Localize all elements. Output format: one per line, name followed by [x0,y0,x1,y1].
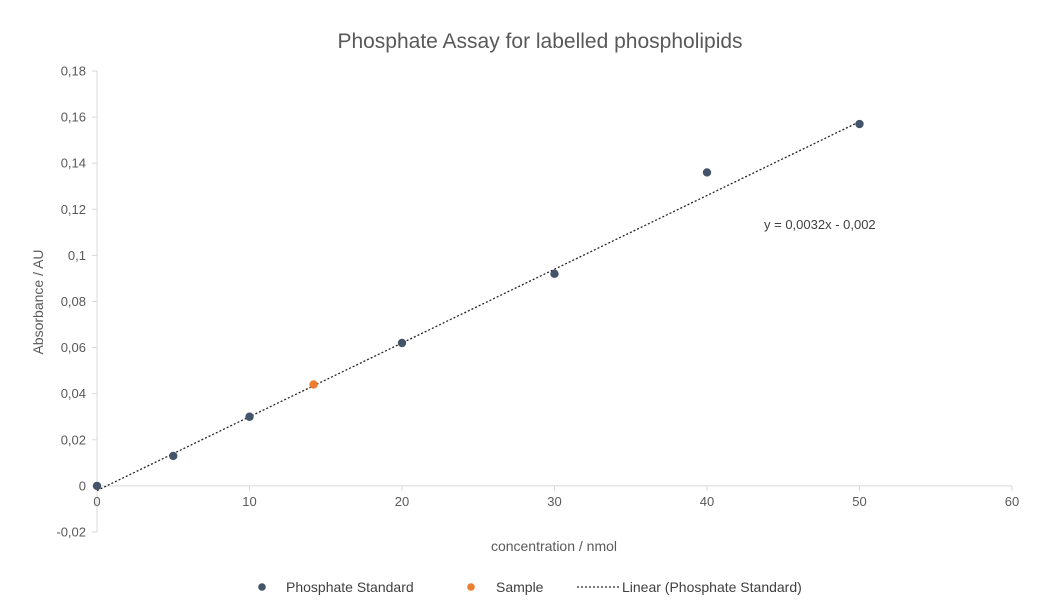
data-point-phosphate-standard [169,451,178,461]
x-tick-label: 50 [852,494,866,509]
x-axis-ticks: 0 10 20 30 40 50 60 [93,485,1019,509]
x-axis-title: concentration / nmol [491,538,617,554]
y-tick-label: 0,16 [61,110,86,125]
data-point-phosphate-standard [550,269,559,279]
data-point-phosphate-standard [855,119,864,129]
legend-label-trendline: Linear (Phosphate Standard) [622,579,802,595]
data-point-phosphate-standard [245,412,254,421]
y-tick-label: 0,02 [61,432,86,447]
data-point-sample [309,380,318,389]
chart-title: Phosphate Assay for labelled phospholipi… [337,30,742,53]
y-tick-label: 0,1 [68,248,86,263]
y-axis-ticks: -0,02 0 0,02 0,04 0,06 0,08 0,1 0,12 0,14 0,16 0,1… [56,64,97,540]
y-tick-label: 0 [79,478,86,493]
x-tick-label: 20 [395,494,409,509]
y-tick-label: 0,08 [61,294,86,309]
y-tick-label: 0,18 [61,64,86,79]
legend-label-sample: Sample [496,579,544,595]
y-tick-label: 0,14 [61,156,86,171]
y-tick-label: 0,04 [61,386,86,401]
legend-marker-phosphate-standard [258,583,266,591]
x-tick-label: 0 [93,494,100,509]
x-tick-label: 40 [700,494,714,509]
axes [96,71,1012,532]
data-points [92,119,864,491]
x-tick-label: 60 [1005,494,1019,509]
legend: Phosphate Standard Sample Linear (Phosph… [258,579,802,595]
y-tick-label: 0,06 [61,340,86,355]
y-axis-title: Absorbance / AU [30,249,46,354]
y-tick-label: -0,02 [56,525,86,540]
legend-label-phosphate-standard: Phosphate Standard [286,579,414,595]
data-point-phosphate-standard [702,168,712,177]
legend-marker-sample [467,583,475,591]
x-tick-label: 30 [547,494,561,509]
data-point-phosphate-standard [92,481,102,491]
y-tick-label: 0,12 [61,202,86,217]
data-point-phosphate-standard [397,338,407,348]
x-tick-label: 10 [242,494,256,509]
trendline-group [96,121,860,492]
trendline [96,121,860,492]
trendline-equation: y = 0,0032x - 0,002 [764,217,876,232]
